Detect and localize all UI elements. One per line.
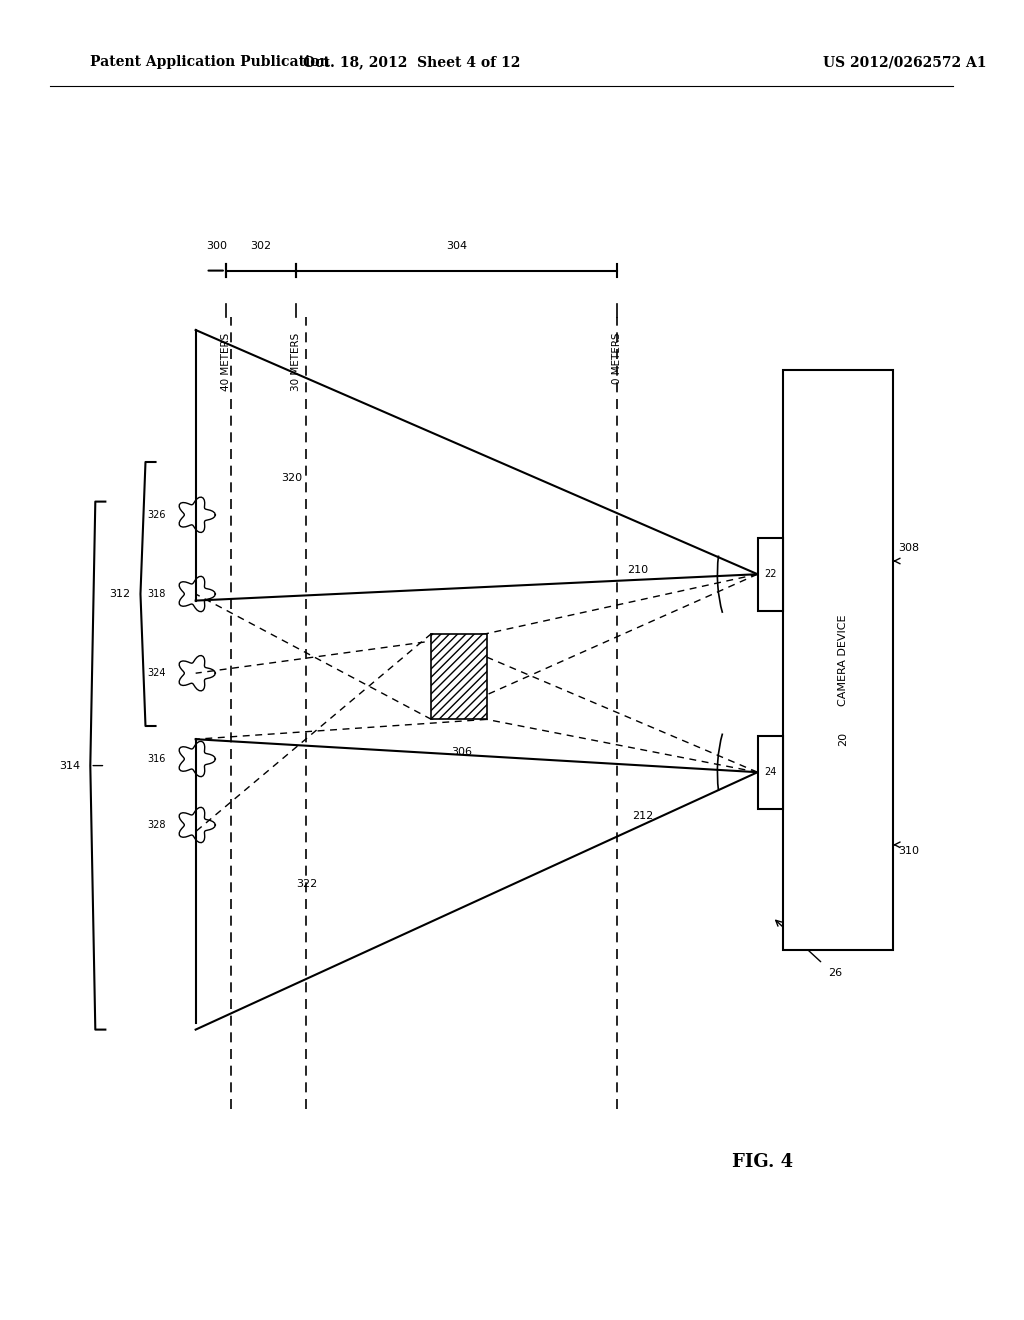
Text: 20: 20	[838, 733, 848, 746]
Text: 22: 22	[764, 569, 776, 579]
Text: 0 METERS: 0 METERS	[612, 333, 622, 384]
Bar	[758, 737, 782, 808]
Text: 312: 312	[110, 589, 130, 599]
Text: 306: 306	[452, 747, 472, 758]
Text: FIG. 4: FIG. 4	[732, 1152, 794, 1171]
Text: 40 METERS: 40 METERS	[221, 333, 230, 391]
Text: 210: 210	[627, 565, 648, 576]
Text: Oct. 18, 2012  Sheet 4 of 12: Oct. 18, 2012 Sheet 4 of 12	[303, 55, 520, 69]
Text: 212: 212	[632, 810, 653, 821]
Bar	[431, 634, 486, 719]
Bar	[758, 539, 782, 610]
Text: 320: 320	[281, 473, 302, 483]
Text: 314: 314	[59, 760, 80, 771]
Text: 328: 328	[147, 820, 166, 830]
Text: 304: 304	[446, 240, 467, 251]
Text: Patent Application Publication: Patent Application Publication	[90, 55, 330, 69]
Text: 302: 302	[250, 240, 271, 251]
Text: 308: 308	[898, 543, 920, 553]
Text: 324: 324	[147, 668, 166, 678]
Text: 30 METERS: 30 METERS	[291, 333, 301, 391]
Text: 24: 24	[764, 767, 776, 777]
Text: 310: 310	[898, 846, 919, 857]
Text: 322: 322	[296, 879, 317, 890]
Text: 300: 300	[206, 240, 227, 251]
Text: 326: 326	[147, 510, 166, 520]
Text: 318: 318	[147, 589, 166, 599]
Text: 26: 26	[827, 968, 842, 978]
Bar	[782, 370, 893, 950]
Text: US 2012/0262572 A1: US 2012/0262572 A1	[822, 55, 986, 69]
Text: CAMERA DEVICE: CAMERA DEVICE	[838, 614, 848, 706]
Text: 316: 316	[147, 754, 166, 764]
